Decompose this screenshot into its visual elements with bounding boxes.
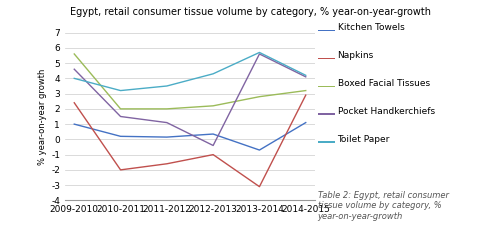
Kitchen Towels [256, 149, 262, 151]
Toilet Paper [210, 72, 216, 75]
Boxed Facial Tissues [302, 89, 308, 92]
Text: Table 2: Egypt, retail consumer
tissue volume by category, %
year-on-year-growth: Table 2: Egypt, retail consumer tissue v… [318, 191, 448, 221]
Kitchen Towels [72, 123, 78, 126]
Text: Napkins: Napkins [338, 51, 374, 60]
Kitchen Towels [302, 121, 308, 124]
Napkins [302, 94, 308, 96]
Pocket Handkerchiefs [164, 121, 170, 124]
Pocket Handkerchiefs [210, 144, 216, 147]
Napkins [256, 185, 262, 188]
Text: Boxed Facial Tissues: Boxed Facial Tissues [338, 79, 430, 88]
Text: Kitchen Towels: Kitchen Towels [338, 24, 404, 32]
Napkins [164, 162, 170, 165]
Boxed Facial Tissues [72, 53, 78, 55]
Pocket Handkerchiefs [256, 53, 262, 55]
Napkins [118, 168, 124, 171]
Kitchen Towels [118, 135, 124, 138]
Boxed Facial Tissues [256, 95, 262, 98]
Line: Pocket Handkerchiefs: Pocket Handkerchiefs [74, 54, 306, 145]
Kitchen Towels [210, 133, 216, 135]
Boxed Facial Tissues [164, 107, 170, 110]
Pocket Handkerchiefs [72, 68, 78, 71]
Kitchen Towels [164, 136, 170, 138]
Line: Kitchen Towels: Kitchen Towels [74, 123, 306, 150]
Pocket Handkerchiefs [302, 75, 308, 78]
Line: Napkins: Napkins [74, 95, 306, 187]
Toilet Paper [118, 89, 124, 92]
Line: Boxed Facial Tissues: Boxed Facial Tissues [74, 54, 306, 109]
Toilet Paper [256, 51, 262, 54]
Pocket Handkerchiefs [118, 115, 124, 118]
Napkins [210, 153, 216, 156]
Text: Toilet Paper: Toilet Paper [338, 135, 390, 144]
Napkins [72, 101, 78, 104]
Boxed Facial Tissues [210, 104, 216, 107]
Line: Toilet Paper: Toilet Paper [74, 52, 306, 91]
Text: Pocket Handkerchiefs: Pocket Handkerchiefs [338, 107, 434, 116]
Boxed Facial Tissues [118, 107, 124, 110]
Y-axis label: % year-on-year growth: % year-on-year growth [38, 68, 47, 165]
Text: Egypt, retail consumer tissue volume by category, % year-on-year-growth: Egypt, retail consumer tissue volume by … [70, 7, 430, 17]
Toilet Paper [164, 85, 170, 87]
Toilet Paper [72, 77, 78, 80]
Toilet Paper [302, 74, 308, 77]
